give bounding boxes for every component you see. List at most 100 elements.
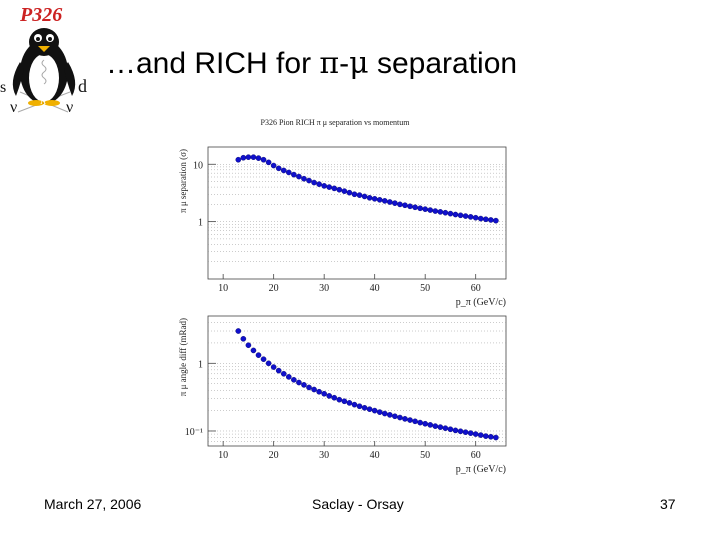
data-point bbox=[392, 200, 398, 206]
chart-top-title: P326 Pion RICH π μ separation vs momentu… bbox=[261, 118, 411, 127]
y-axis-label: π μ angle diff (mRad) bbox=[178, 318, 188, 396]
data-point bbox=[477, 432, 484, 438]
data-point bbox=[346, 189, 353, 196]
x-tick-label: 30 bbox=[319, 283, 329, 294]
title-prefix: …and RICH for bbox=[106, 47, 320, 80]
data-point bbox=[326, 184, 333, 190]
data-point bbox=[366, 406, 373, 412]
logo-letter-pi: π bbox=[40, 93, 46, 107]
data-point bbox=[376, 409, 383, 415]
data-point bbox=[291, 377, 297, 383]
data-point bbox=[397, 414, 403, 421]
data-point bbox=[321, 183, 327, 189]
data-point bbox=[240, 336, 247, 342]
y-tick-label: 10⁻¹ bbox=[185, 427, 203, 438]
data-point bbox=[447, 210, 454, 217]
data-point bbox=[301, 175, 307, 182]
data-point bbox=[371, 196, 378, 202]
data-point bbox=[422, 206, 428, 212]
y-tick-label: 10 bbox=[193, 160, 203, 171]
y-axis-label: π μ separation (σ) bbox=[178, 149, 188, 213]
data-point bbox=[306, 384, 312, 391]
data-point bbox=[336, 186, 343, 193]
title-dash: - bbox=[339, 47, 350, 80]
slide-title: …and RICH for π-μ separation bbox=[106, 46, 517, 81]
data-point bbox=[452, 211, 459, 218]
data-point bbox=[245, 154, 252, 160]
data-point bbox=[311, 386, 317, 393]
x-tick-label: 20 bbox=[269, 450, 279, 461]
data-point bbox=[477, 215, 484, 222]
x-tick-label: 40 bbox=[370, 450, 380, 461]
x-tick-label: 60 bbox=[471, 450, 481, 461]
data-point bbox=[361, 405, 368, 411]
data-point bbox=[341, 398, 348, 405]
data-point bbox=[488, 217, 494, 223]
data-point bbox=[427, 207, 434, 213]
footer-date: March 27, 2006 bbox=[44, 496, 142, 512]
x-tick-label: 30 bbox=[319, 450, 329, 461]
data-point bbox=[371, 407, 378, 414]
data-point bbox=[432, 423, 439, 429]
data-point bbox=[381, 410, 388, 417]
slide-number: 37 bbox=[660, 496, 676, 512]
data-point bbox=[341, 188, 348, 194]
data-point bbox=[432, 208, 439, 214]
plot-frame bbox=[207, 146, 507, 280]
data-point bbox=[306, 177, 312, 184]
data-point bbox=[235, 156, 242, 163]
data-point bbox=[422, 420, 428, 427]
data-point bbox=[402, 202, 408, 209]
data-point bbox=[488, 434, 494, 440]
data-point bbox=[447, 426, 454, 433]
x-tick-label: 10 bbox=[218, 283, 228, 294]
data-point bbox=[387, 412, 393, 418]
data-point bbox=[296, 379, 302, 386]
data-point bbox=[270, 364, 277, 370]
title-mu: μ bbox=[349, 46, 369, 81]
data-point bbox=[417, 205, 423, 212]
data-point bbox=[472, 214, 479, 221]
data-point bbox=[462, 429, 469, 435]
x-tick-label: 60 bbox=[471, 283, 481, 294]
data-point bbox=[482, 433, 489, 439]
plot-frame bbox=[207, 315, 507, 447]
data-point bbox=[275, 165, 282, 172]
data-point bbox=[316, 388, 322, 395]
data-point bbox=[442, 209, 449, 216]
data-point bbox=[296, 173, 302, 180]
data-point bbox=[316, 181, 322, 187]
data-point bbox=[392, 413, 398, 420]
y-tick-label: 1 bbox=[198, 359, 203, 370]
x-tick-label: 20 bbox=[269, 283, 279, 294]
title-pi: π bbox=[319, 46, 340, 81]
data-point bbox=[301, 382, 307, 388]
data-point bbox=[240, 154, 247, 161]
data-point bbox=[280, 167, 287, 174]
data-point bbox=[493, 434, 499, 441]
plot-angle-diff: 10 20 30 40 50 60 1 10⁻¹ p_π (GeV/c) π μ angle di… bbox=[178, 315, 507, 475]
data-point bbox=[346, 400, 353, 406]
x-tick-label: 50 bbox=[420, 450, 430, 461]
data-point bbox=[351, 401, 358, 408]
data-point bbox=[387, 199, 393, 205]
data-point bbox=[351, 191, 358, 198]
plot-separation: 10 20 30 40 50 60 1 10 p_π (GeV/c) π μ separation… bbox=[178, 146, 507, 308]
data-point bbox=[407, 417, 413, 423]
data-point bbox=[321, 390, 327, 397]
data-point bbox=[381, 198, 388, 204]
data-point bbox=[397, 201, 403, 208]
data-point bbox=[255, 352, 262, 358]
data-point bbox=[376, 197, 383, 203]
data-point bbox=[467, 214, 474, 220]
data-point bbox=[260, 356, 267, 362]
data-point bbox=[245, 342, 252, 349]
data-point bbox=[493, 217, 499, 224]
data-point bbox=[361, 193, 368, 200]
data-point bbox=[462, 213, 469, 219]
logo-letter-nu2: ν bbox=[66, 99, 73, 116]
y-tick-label: 1 bbox=[198, 218, 203, 229]
data-point bbox=[356, 192, 363, 198]
data-point bbox=[331, 394, 338, 401]
data-point bbox=[356, 403, 363, 410]
